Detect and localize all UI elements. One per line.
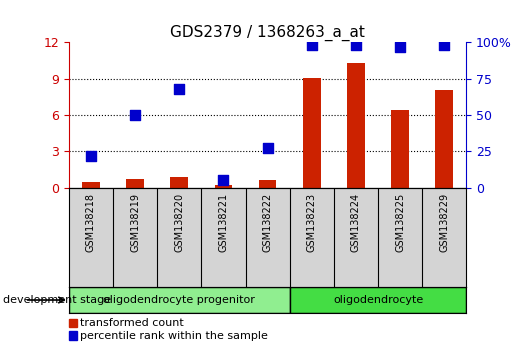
Text: percentile rank within the sample: percentile rank within the sample [80, 331, 267, 341]
Text: oligodendrocyte progenitor: oligodendrocyte progenitor [103, 295, 255, 305]
Point [440, 42, 448, 48]
Text: GSM138223: GSM138223 [307, 193, 317, 252]
Bar [303, 78, 321, 188]
Bar [259, 181, 277, 188]
Text: GSM138221: GSM138221 [218, 193, 228, 252]
Bar [171, 177, 188, 188]
Text: GSM138220: GSM138220 [174, 193, 184, 252]
Point [396, 44, 404, 50]
Text: GSM138229: GSM138229 [439, 193, 449, 252]
Point [131, 112, 139, 118]
Bar [69, 287, 290, 313]
Point [307, 42, 316, 48]
Text: GSM138219: GSM138219 [130, 193, 140, 252]
Bar [82, 182, 100, 188]
Text: oligodendrocyte: oligodendrocyte [333, 295, 423, 305]
Bar [126, 178, 144, 188]
Text: GSM138224: GSM138224 [351, 193, 361, 252]
Point [352, 42, 360, 48]
Point [175, 86, 183, 92]
Bar [290, 287, 466, 313]
Bar [347, 63, 365, 188]
Point [87, 153, 95, 159]
Bar [215, 185, 232, 188]
Title: GDS2379 / 1368263_a_at: GDS2379 / 1368263_a_at [170, 25, 365, 41]
Point [219, 178, 228, 183]
Text: GSM138218: GSM138218 [86, 193, 96, 252]
Bar [391, 110, 409, 188]
Text: development stage: development stage [3, 295, 111, 305]
Text: GSM138225: GSM138225 [395, 193, 405, 252]
Bar [436, 90, 453, 188]
Text: GSM138222: GSM138222 [263, 193, 272, 252]
Point [263, 145, 272, 151]
Text: transformed count: transformed count [80, 318, 183, 328]
